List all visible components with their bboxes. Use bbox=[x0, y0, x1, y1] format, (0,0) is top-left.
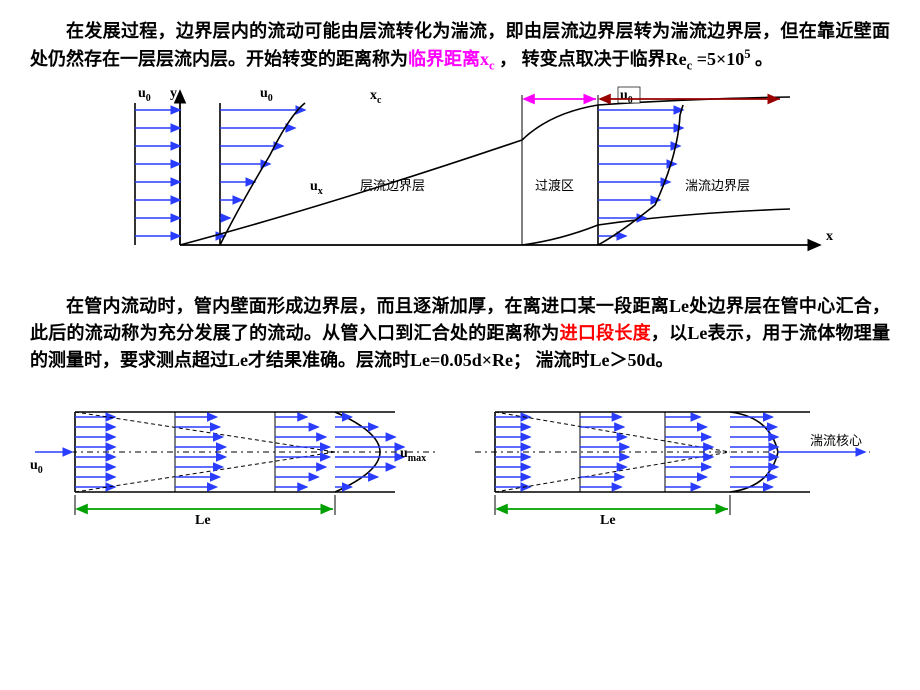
p2-highlight: 进口段长度 bbox=[560, 323, 651, 343]
label-transition: 过渡区 bbox=[535, 178, 574, 193]
u0-label-1: u0 bbox=[138, 86, 151, 104]
core-label: 湍流核心 bbox=[810, 433, 862, 448]
laminar-bl-curve bbox=[180, 140, 522, 245]
figure-pipe-laminar: u0 umax Le bbox=[30, 392, 450, 542]
x-label: x bbox=[826, 229, 833, 244]
viscous-sublayer-curve bbox=[522, 209, 790, 245]
figure-boundary-layer: x y u0 u0 ux bbox=[0, 75, 920, 275]
label-turbulent: 湍流边界层 bbox=[685, 178, 750, 193]
Le-right: Le bbox=[600, 513, 616, 528]
label-laminar: 层流边界层 bbox=[360, 178, 425, 193]
Le-left: Le bbox=[195, 513, 211, 528]
parabolic-profile bbox=[335, 412, 380, 492]
paragraph-1: 在发展过程，边界层内的流动可能由层流转化为湍流，即由层流边界层转为湍流边界层，但… bbox=[0, 0, 920, 83]
ux-label: ux bbox=[310, 179, 323, 197]
turb-bl-curve-top bbox=[522, 97, 790, 140]
xc-label: xc bbox=[370, 88, 382, 106]
p1-highlight: 临界距离xc bbox=[408, 49, 495, 69]
p1-mid: ， 转变点取决于临界Rec =5×105 。 bbox=[495, 49, 773, 69]
paragraph-2: 在管内流动时，管内壁面形成边界层，而且逐渐加厚，在离进口某一段距离Le处边界层在… bbox=[0, 275, 920, 382]
u0-label-2: u0 bbox=[260, 86, 273, 104]
u0-left: u0 bbox=[30, 458, 43, 476]
turbulent-profile: u0 bbox=[598, 87, 683, 245]
y-label: y bbox=[170, 86, 177, 101]
laminar-profile: u0 ux bbox=[220, 86, 323, 245]
umax-label: umax bbox=[400, 446, 426, 464]
figure-pipe-turbulent: 湍流核心 Le bbox=[470, 392, 890, 542]
uniform-profile-in: u0 bbox=[135, 86, 180, 245]
